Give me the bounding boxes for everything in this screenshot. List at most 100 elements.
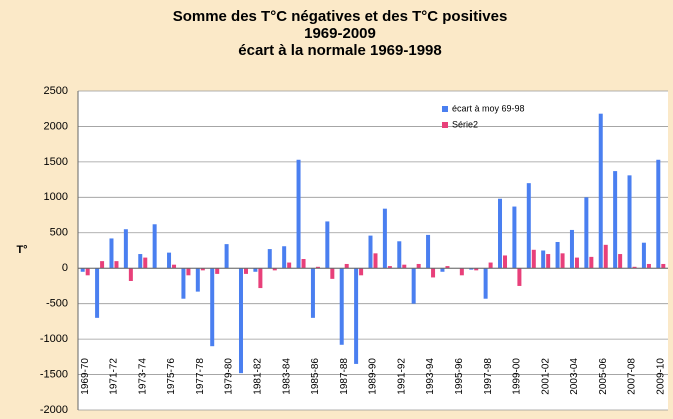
x-tick-label: 1995-96: [454, 358, 465, 395]
bar: [589, 256, 594, 269]
bar: [339, 268, 344, 345]
bar: [310, 268, 315, 318]
chart-title: 1969-2009: [304, 25, 376, 42]
bar: [128, 268, 133, 281]
bar: [618, 254, 623, 269]
bar: [267, 249, 272, 269]
y-tick-label: -2000: [40, 404, 68, 416]
plot-area: [78, 91, 668, 410]
x-tick-label: 1997-98: [483, 358, 494, 395]
bar: [123, 229, 128, 269]
y-tick-label: 2000: [44, 120, 68, 132]
bar: [569, 229, 574, 269]
bar: [531, 249, 536, 269]
bar: [488, 262, 493, 269]
bar: [603, 244, 608, 269]
bar: [541, 250, 546, 269]
bar: [498, 198, 503, 269]
bar: [181, 268, 186, 299]
bar: [195, 268, 200, 292]
x-tick-label: 1985-86: [310, 358, 321, 395]
bar: [243, 268, 248, 274]
bar: [574, 257, 579, 269]
bar: [80, 268, 85, 272]
bar: [301, 259, 306, 269]
bar: [526, 183, 531, 269]
bar: [632, 266, 637, 269]
bar: [315, 266, 320, 269]
legend-swatch: [442, 122, 448, 128]
x-tick-label: 1973-74: [137, 358, 148, 395]
bar: [95, 268, 100, 318]
bar: [416, 263, 421, 269]
bar: [402, 264, 407, 269]
y-tick-label: -1500: [40, 368, 68, 380]
x-tick-label: 1971-72: [109, 358, 120, 395]
bar: [382, 208, 387, 269]
y-tick-label: -1000: [40, 333, 68, 345]
x-tick-label: 2007-08: [627, 358, 638, 395]
bar: [167, 252, 172, 269]
bar: [584, 197, 589, 269]
bar: [503, 255, 508, 269]
bar: [325, 221, 330, 269]
bar: [546, 254, 551, 269]
bar: [411, 268, 416, 304]
bar: [387, 266, 392, 269]
bar: [613, 171, 618, 269]
x-tick-label: 2001-02: [540, 358, 551, 395]
bar: [186, 268, 191, 276]
y-tick-label: 1500: [44, 156, 68, 168]
bar: [431, 268, 436, 278]
bar: [354, 268, 359, 364]
bar: [282, 246, 287, 269]
chart-title: écart à la normale 1969-1998: [238, 42, 441, 59]
bar: [330, 268, 335, 279]
bar: [641, 242, 646, 269]
x-tick-label: 1981-82: [253, 358, 264, 395]
bar: [152, 224, 157, 269]
bar: [215, 268, 220, 274]
bar: [517, 268, 522, 286]
bar: [224, 244, 229, 269]
x-tick-label: 1993-94: [425, 358, 436, 395]
y-tick-label: 0: [62, 262, 68, 274]
bar: [512, 206, 517, 269]
bar: [258, 268, 263, 289]
x-tick-label: 2003-04: [569, 358, 580, 395]
y-axis-label: T°: [16, 244, 27, 256]
y-tick-label: 500: [50, 227, 68, 239]
legend-label: Série2: [452, 119, 478, 129]
bar: [296, 159, 301, 269]
x-tick-label: 1999-00: [512, 358, 523, 395]
y-tick-label: 2500: [44, 85, 68, 97]
bar: [359, 268, 364, 276]
bar: [598, 113, 603, 269]
bar: [344, 263, 349, 269]
bar: [661, 263, 666, 269]
x-tick-label: 1987-88: [339, 358, 350, 395]
x-tick-label: 2009-10: [655, 358, 666, 395]
bar: [627, 175, 632, 269]
x-tick-label: 1977-78: [195, 358, 206, 395]
bar: [397, 241, 402, 269]
bar: [272, 268, 277, 271]
bar: [426, 234, 431, 269]
x-tick-label: 1969-70: [80, 358, 91, 395]
bar: [238, 268, 243, 374]
bar: [483, 268, 488, 299]
bar: [368, 235, 373, 269]
bar: [560, 253, 565, 269]
legend-label: écart à moy 69-98: [452, 103, 525, 113]
y-tick-label: 1000: [44, 191, 68, 203]
x-tick-label: 2005-06: [598, 358, 609, 395]
bar: [555, 241, 560, 269]
bar: [172, 264, 177, 269]
chart-title: Somme des T°C négatives et des T°C posit…: [173, 8, 508, 25]
bar: [287, 262, 292, 269]
bar: [85, 268, 90, 276]
bar: [469, 268, 474, 270]
bar: [656, 159, 661, 269]
bar: [138, 254, 143, 269]
bar: [445, 266, 450, 269]
